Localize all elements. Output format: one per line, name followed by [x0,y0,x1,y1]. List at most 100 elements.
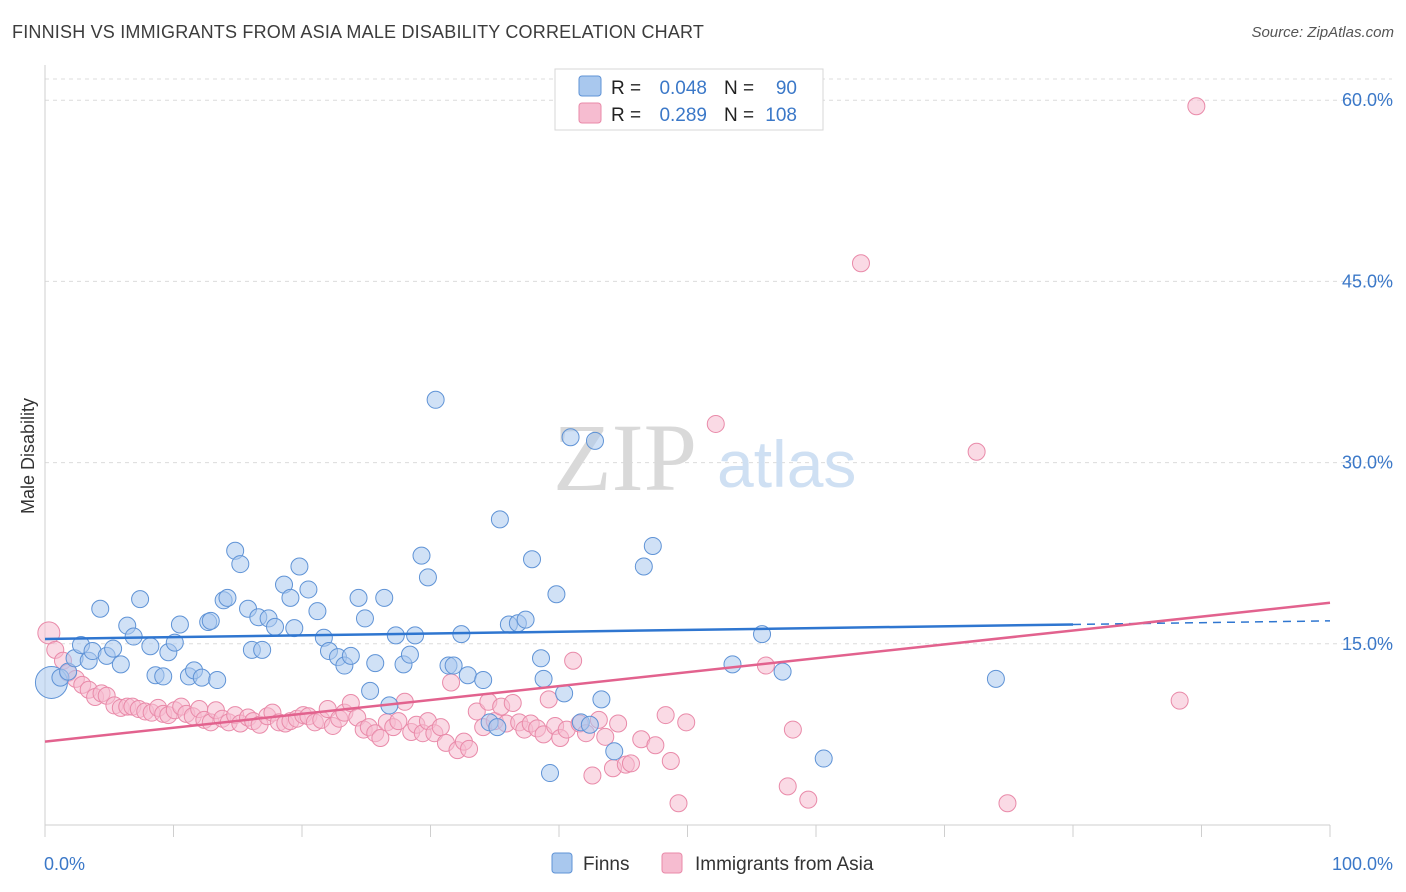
finns-point [458,666,477,685]
finns-point [285,619,304,638]
finns-point [91,599,110,618]
bottom-legend-swatch-asia [661,852,683,874]
asia-point [371,729,390,748]
finns-point [281,588,300,607]
y-tick-label: 15.0% [1342,634,1393,654]
asia-point [1187,97,1206,116]
finns-point [406,626,425,645]
finns-point [814,749,833,768]
finns-point [400,645,419,664]
legend-n-value: 108 [765,105,797,126]
asia-point [646,736,665,755]
finns-point [592,690,611,709]
asia-point [389,712,408,731]
legend-r-value: 0.048 [659,78,707,99]
bottom-legend-label-asia: Immigrants from Asia [695,854,874,875]
asia-point [503,693,522,712]
trend-lines [44,601,1331,743]
finns-point [490,510,509,529]
finns-point [192,668,211,687]
finns-point [444,656,463,675]
asia-point [442,673,461,692]
finns-point [170,615,189,634]
legend-r-label: R = [611,78,641,99]
asia-point [656,706,675,725]
finns-point [341,646,360,665]
asia-point [609,714,628,733]
finns-point [201,611,220,630]
asia-point [583,766,602,785]
tick-labels: 15.0% 30.0% 45.0% 60.0% 0.0% 100.0% [44,90,1393,874]
asia-point [1170,691,1189,710]
finns-point [541,764,560,783]
finns-point [154,667,173,686]
asia-point [460,739,479,758]
finns-point [131,590,150,609]
finns-point [605,742,624,761]
watermark-atlas: atlas [717,427,856,501]
asia-point [669,794,688,813]
finns-point [253,640,272,659]
legend-n-value: 90 [776,78,797,99]
bottom-legend-label-finns: Finns [583,854,629,875]
finns-point [580,715,599,734]
finns-point [474,671,493,690]
asia-point [998,794,1017,813]
chart-title: FINNISH VS IMMIGRANTS FROM ASIA MALE DIS… [12,22,705,42]
finns-point [532,649,551,668]
finns-point [266,617,285,636]
asia-point [677,713,696,732]
bottom-legend-swatch-finns [551,852,573,874]
asia-point [967,442,986,461]
finns-trend-extension [1072,620,1331,626]
finns-point [141,637,160,656]
legend-swatch-asia [578,102,602,124]
asia-point [37,621,61,645]
finns-point [104,639,123,658]
y-axis-label: Male Disability [18,398,38,514]
asia-point [467,702,486,721]
asia-point [783,720,802,739]
finns-point [111,655,130,674]
asia-point [799,790,818,809]
finns-point [634,557,653,576]
finns-point [208,671,227,690]
chart-source: Source: ZipAtlas.com [1251,24,1394,41]
finns-point [585,431,604,450]
asia-point [778,777,797,796]
finns-point [308,602,327,621]
finns-point [412,546,431,565]
watermark: ZIP atlas [553,404,856,511]
asia-point [621,754,640,773]
finns-point [986,669,1005,688]
asia-point [431,718,450,737]
asia-point [661,751,680,770]
legend-r-label: R = [611,105,641,126]
y-tick-label: 45.0% [1342,271,1393,291]
bottom-legend: Finns Immigrants from Asia [551,852,874,875]
finns-point [516,610,535,629]
finns-point [375,588,394,607]
y-tick-label: 30.0% [1342,453,1393,473]
finns-point [773,662,792,681]
asia-point [706,414,725,433]
asia-point [851,254,870,273]
finns-point [547,585,566,604]
finns-trend-line [44,623,1074,641]
finns-point [643,536,662,555]
legend-swatch-finns [578,75,602,97]
finns-point [218,588,237,607]
finns-point [361,681,380,700]
finns-point [523,550,542,569]
watermark-zip: ZIP [553,404,697,511]
finns-point [355,609,374,628]
finns-point [349,588,368,607]
finns-point [426,390,445,409]
finns-point [366,654,385,673]
legend-n-label: N = [724,78,754,99]
legend-r-value: 0.289 [659,105,707,126]
finns-point [290,557,309,576]
finns-point [723,655,742,674]
y-tick-label: 60.0% [1342,90,1393,110]
